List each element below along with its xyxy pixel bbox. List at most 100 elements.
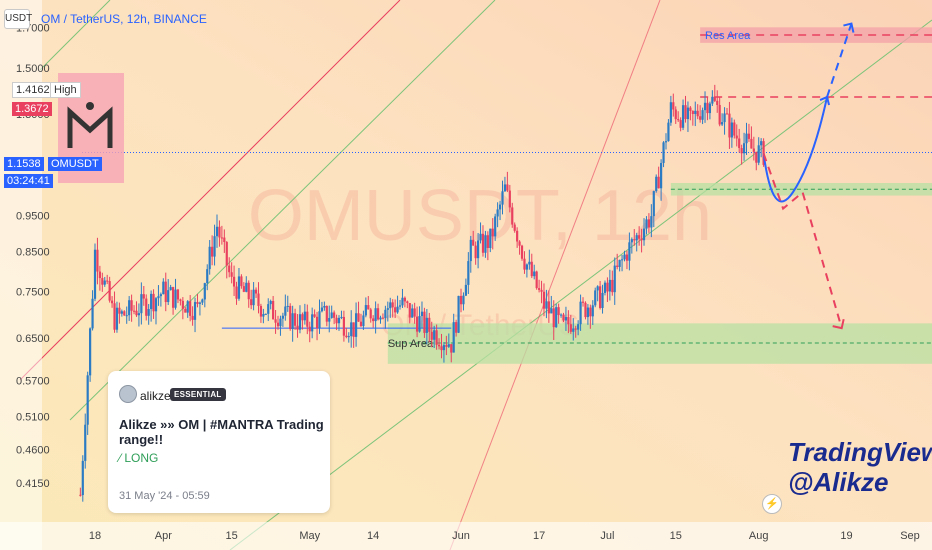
candle-body xyxy=(747,133,751,139)
candle-body xyxy=(386,308,389,310)
candle-body xyxy=(706,102,709,114)
candle-body xyxy=(523,258,526,270)
bullish-mid-arrowhead xyxy=(819,95,831,106)
candle-body xyxy=(115,307,119,330)
y-tick-label: 0.5100 xyxy=(16,411,50,423)
candle-body xyxy=(577,324,580,330)
candle-body xyxy=(652,191,655,217)
mantra-logo-icon xyxy=(67,106,113,148)
candle-body xyxy=(518,241,521,246)
candle-body xyxy=(91,298,94,329)
candle-body xyxy=(357,313,360,322)
candle-body xyxy=(169,287,172,291)
candle-body xyxy=(218,226,221,238)
candle-body xyxy=(325,305,328,322)
idea-card[interactable]: alikze ESSENTIAL Alikze »» OM | #MANTRA … xyxy=(108,371,330,513)
marker-value-label: 1.3672 xyxy=(12,102,52,116)
candle-body xyxy=(191,315,194,320)
candle-body xyxy=(235,286,238,299)
candle-body xyxy=(757,145,760,163)
candle-body xyxy=(108,281,111,301)
x-tick-label: 18 xyxy=(89,530,101,542)
lightning-icon[interactable]: ⚡ xyxy=(762,494,782,514)
candle-body xyxy=(301,314,304,321)
candle-body xyxy=(354,313,358,337)
candle-body xyxy=(498,204,502,210)
candle-body xyxy=(274,319,277,323)
candle-body xyxy=(716,100,719,105)
candle-body xyxy=(333,312,336,318)
signature-line1: TradingView xyxy=(788,437,932,467)
candle-body xyxy=(579,301,582,325)
author-name[interactable]: alikze xyxy=(140,389,171,403)
candle-body xyxy=(645,219,648,229)
candle-body xyxy=(342,316,345,336)
candle-body xyxy=(162,281,165,295)
candle-body xyxy=(603,282,607,293)
candle-body xyxy=(242,286,245,292)
bullish-arrowhead xyxy=(843,22,855,33)
candle-body xyxy=(459,295,463,305)
candle-body xyxy=(284,306,287,316)
candle-body xyxy=(713,96,716,101)
candle-body xyxy=(101,278,104,285)
candle-body xyxy=(281,315,284,319)
currency-button[interactable]: USDT xyxy=(4,9,32,29)
candle-body xyxy=(362,315,365,327)
x-tick-label: Jul xyxy=(600,530,614,542)
candle-body xyxy=(447,344,450,347)
candle-body xyxy=(445,345,448,347)
candle-body xyxy=(455,322,458,333)
candle-body xyxy=(586,307,590,318)
candle-body xyxy=(81,460,84,496)
candle-body xyxy=(503,184,507,192)
candle-body xyxy=(147,309,150,316)
candle-body xyxy=(489,228,492,249)
high-value-label: 1.4162 xyxy=(12,82,54,98)
candle-body xyxy=(289,305,292,330)
candle-body xyxy=(193,302,197,320)
candle-body xyxy=(376,308,380,320)
candle-body xyxy=(711,96,714,104)
support-lower-zone xyxy=(387,323,932,364)
candle-body xyxy=(303,311,306,321)
candle-body xyxy=(425,317,428,333)
candle-body xyxy=(359,321,363,327)
candle-body xyxy=(599,286,602,309)
candle-body xyxy=(501,191,504,205)
candle-body xyxy=(167,290,170,303)
candle-body xyxy=(125,315,128,317)
candle-body xyxy=(559,314,563,316)
candle-body xyxy=(752,148,755,152)
x-tick-label: May xyxy=(299,530,320,542)
support-upper-zone xyxy=(670,182,932,196)
candle-body xyxy=(574,328,577,330)
candle-body xyxy=(742,143,746,154)
idea-title[interactable]: Alikze »» OM | #MANTRA Trading range!! xyxy=(119,417,324,447)
candle-body xyxy=(655,176,658,192)
candle-body xyxy=(201,299,204,303)
candle-body xyxy=(584,302,587,318)
candle-body xyxy=(269,300,272,305)
candle-body xyxy=(113,303,116,330)
y-tick-label: 0.9500 xyxy=(16,210,50,222)
candle-body xyxy=(491,228,494,237)
author-avatar[interactable] xyxy=(119,385,137,403)
x-tick-label: 14 xyxy=(367,530,379,542)
candle-body xyxy=(350,322,353,337)
candle-body xyxy=(618,259,621,267)
candle-body xyxy=(530,261,533,277)
candle-body xyxy=(220,237,223,239)
candle-body xyxy=(267,304,270,314)
y-tick-label: 0.7500 xyxy=(16,287,50,299)
candle-body xyxy=(520,245,524,259)
candle-body xyxy=(250,299,253,306)
candle-body xyxy=(457,295,460,333)
candle-body xyxy=(96,249,99,272)
candle-body xyxy=(462,295,465,305)
res-area-label: Res Area xyxy=(705,30,751,42)
candle-body xyxy=(203,283,206,300)
candle-body xyxy=(391,302,394,308)
x-tick-label: 17 xyxy=(533,530,545,542)
